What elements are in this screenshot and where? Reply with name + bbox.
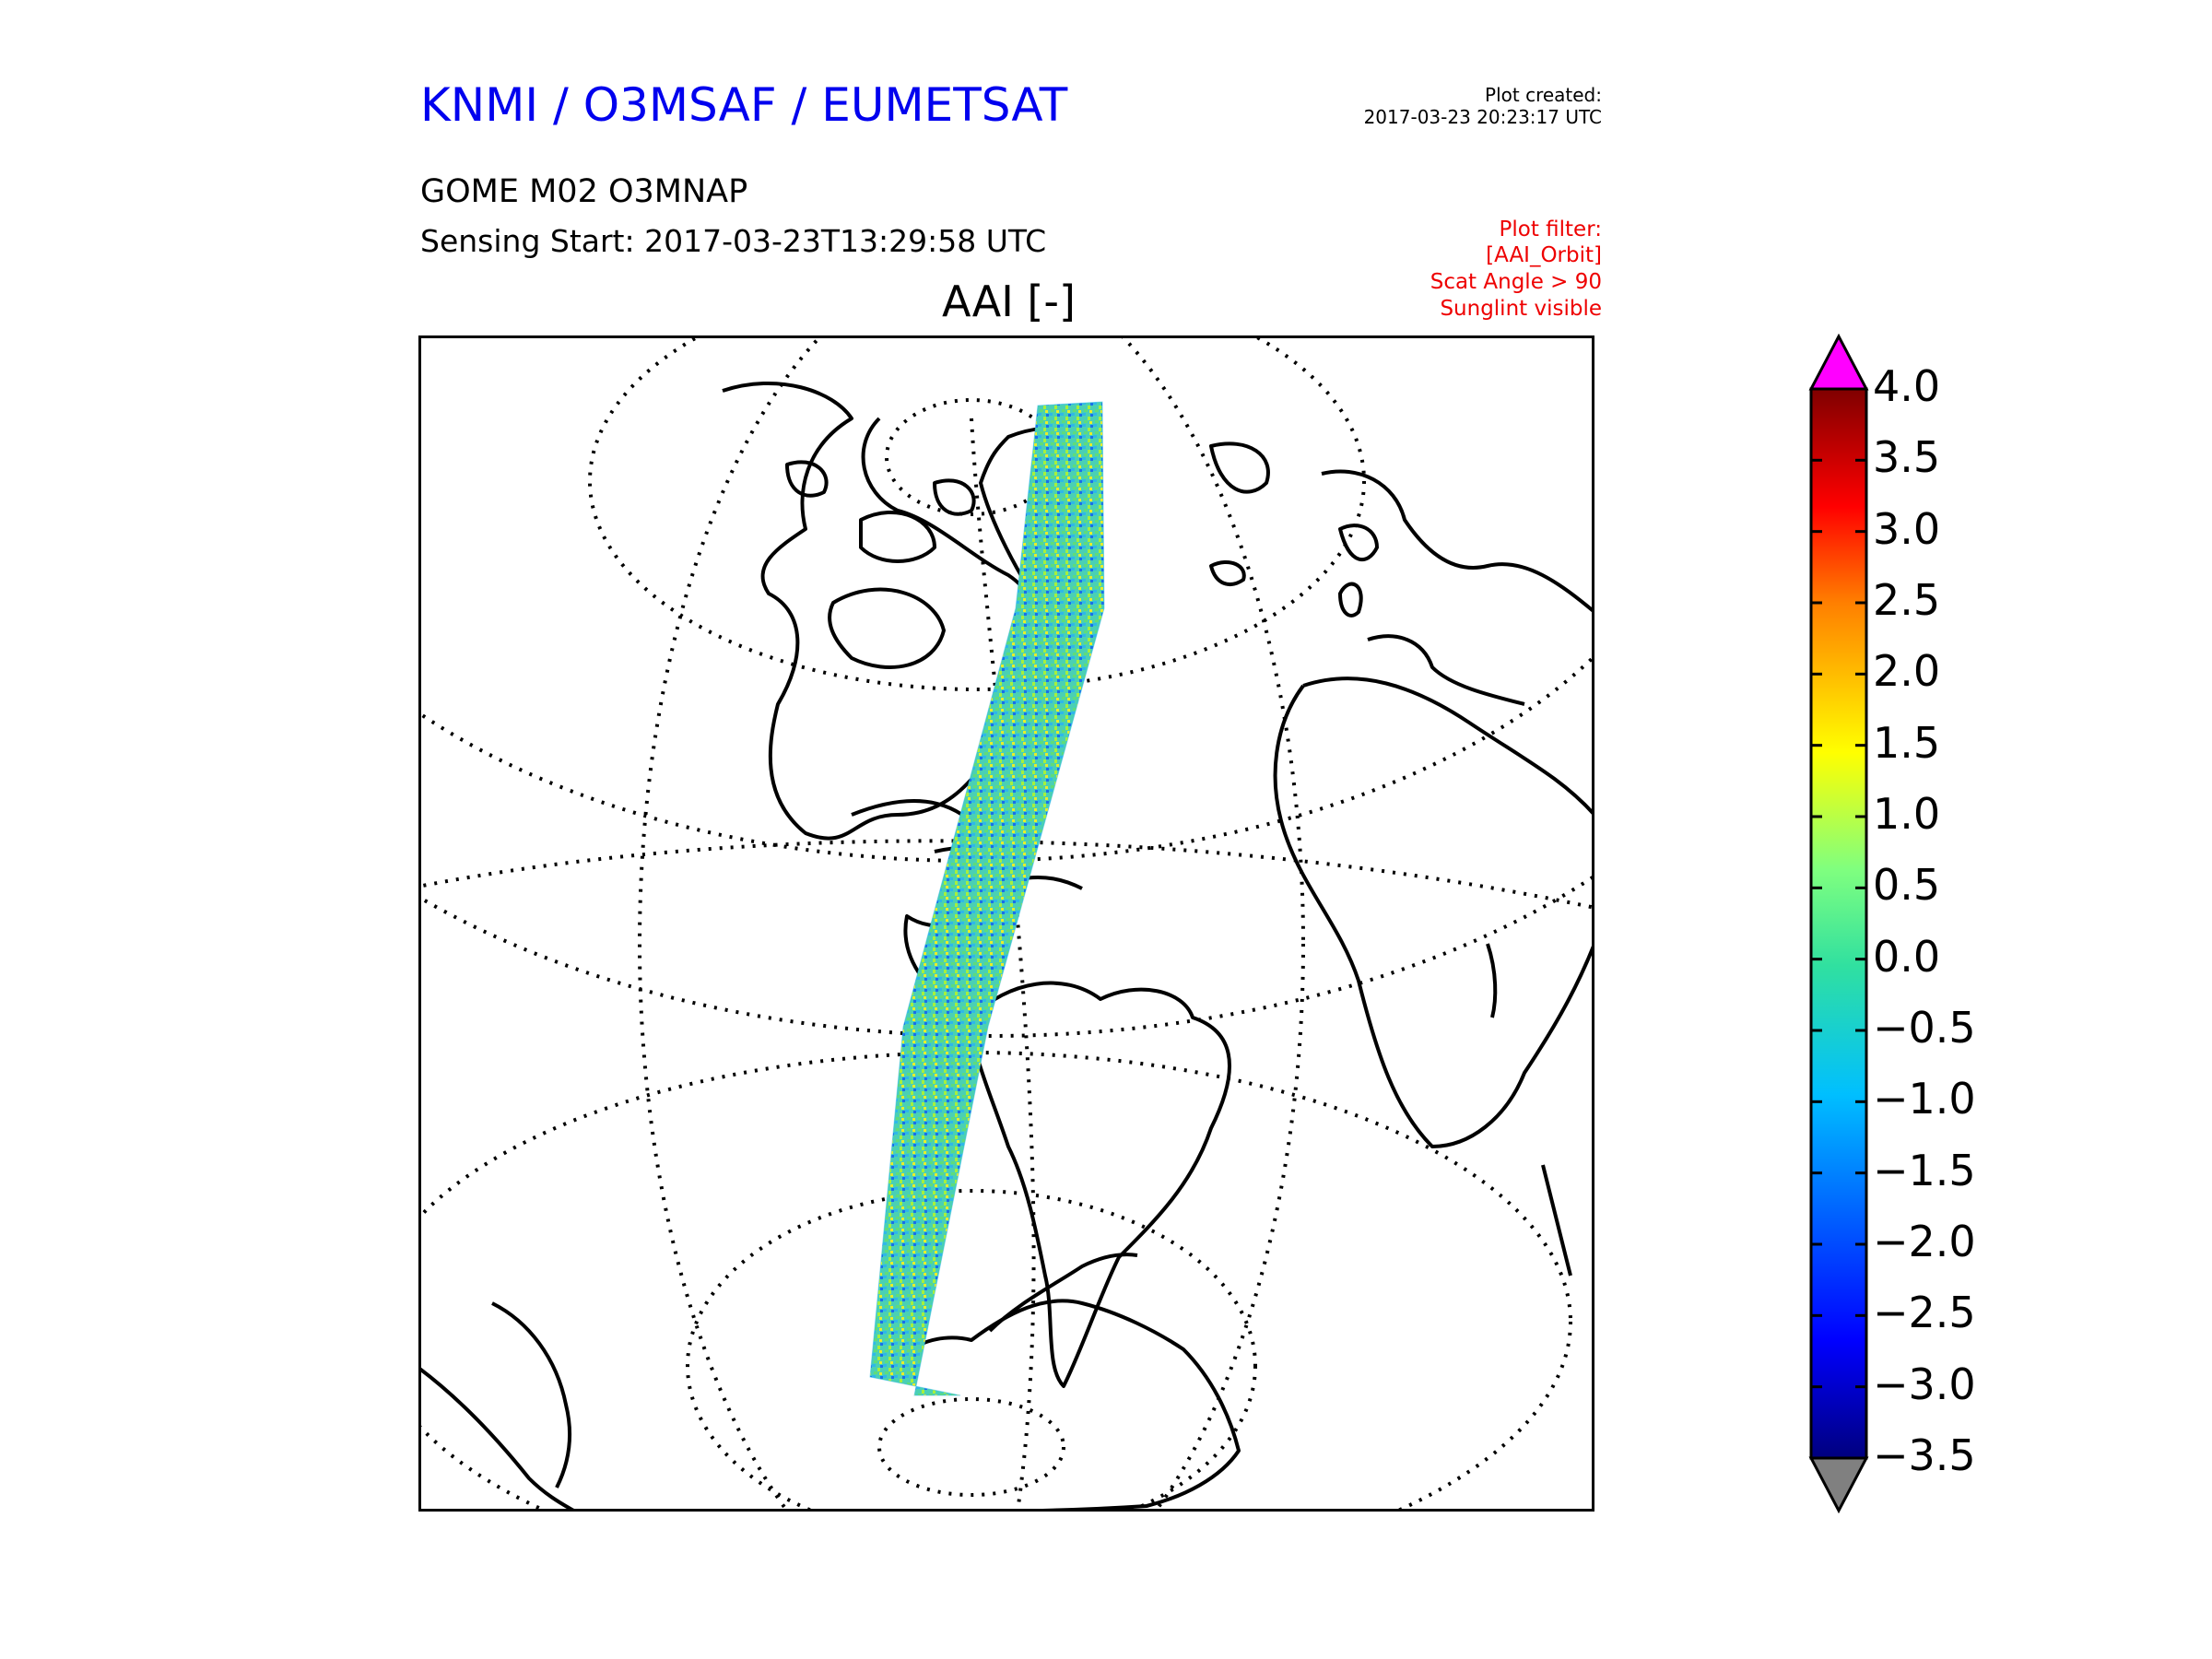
colorbar-tick-label: −2.0 [1873,1217,1976,1266]
colorbar-tick-label: −2.5 [1873,1288,1976,1338]
colorbar-under-arrow [1808,1456,1869,1513]
colorbar-over-arrow [1808,334,1869,391]
sensing-start: Sensing Start: 2017-03-23T13:29:58 UTC [420,223,1047,259]
colorbar-tick-label: 0.5 [1873,860,1941,911]
plot-filter-scat-angle: Scat Angle > 90 [1430,270,1602,294]
colorbar-tick-label: 3.0 [1873,503,1941,554]
colorbar-gradient [1809,387,1868,1460]
plot-filter-sunglint: Sunglint visible [1440,297,1602,321]
colorbar-tick-label: 2.0 [1873,646,1941,697]
plot-created-timestamp: 2017-03-23 20:23:17 UTC [1363,106,1602,128]
plot-filter-orbit: [AAI_Orbit] [1486,243,1602,267]
map-frame [418,335,1594,1512]
colorbar-tick-label: −1.5 [1873,1145,1976,1195]
plot-filter-label: Plot filter: [1499,218,1602,241]
colorbar-tick-label: −0.5 [1873,1003,1976,1053]
colorbar-tick-label: 1.5 [1873,717,1941,768]
colorbar [1808,334,1869,1513]
plot-created-label: Plot created: [1485,84,1602,106]
colorbar-tick-label: 3.5 [1873,432,1941,483]
colorbar-tick-label: 0.0 [1873,931,1941,982]
colorbar-tick-label: −1.0 [1873,1074,1976,1124]
colorbar-ticks [1811,387,1866,1460]
colorbar-tick-label: 2.5 [1873,575,1941,625]
product-name: GOME M02 O3MNAP [420,173,748,210]
colorbar-tick-label: 4.0 [1873,361,1941,411]
colorbar-tick-label: 1.0 [1873,789,1941,839]
map-title: AAI [-] [942,276,1076,326]
map-panel [418,335,1594,1512]
colorbar-tick-label: −3.5 [1873,1430,1976,1480]
colorbar-tick-label: −3.0 [1873,1359,1976,1409]
aai-swath [869,401,1105,1396]
plot-title: KNMI / O3MSAF / EUMETSAT [420,78,1068,132]
